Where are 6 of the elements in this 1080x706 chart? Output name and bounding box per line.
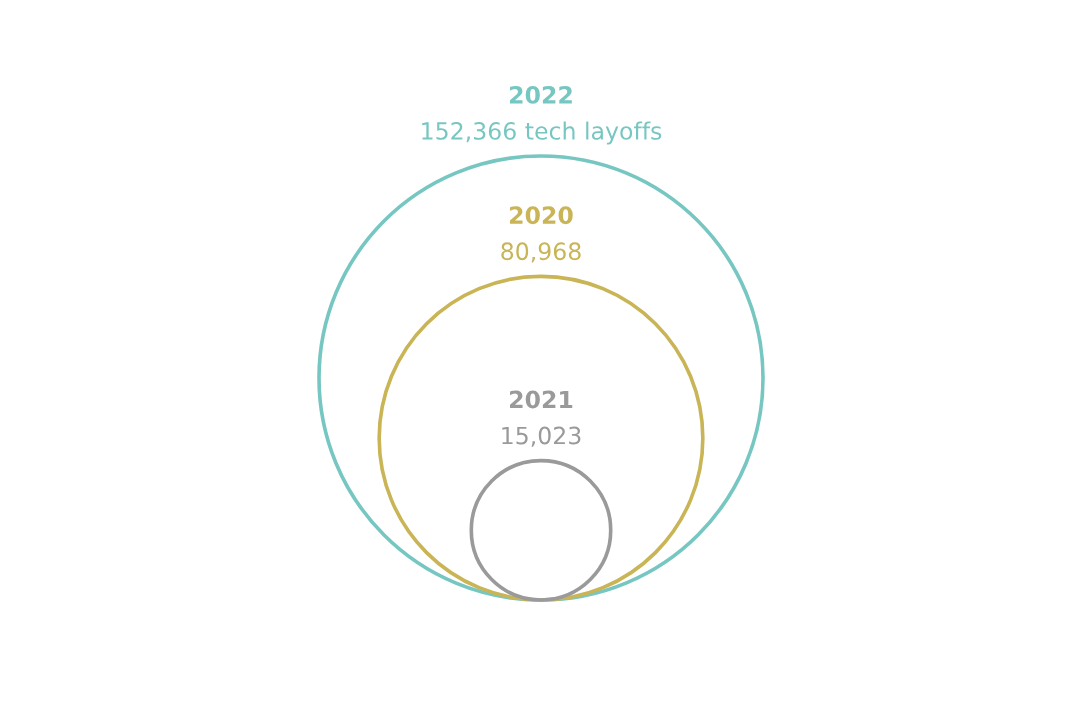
category-label: 2022 bbox=[510, 85, 572, 104]
data-label: 15,023 bbox=[502, 426, 581, 447]
category-label: 2020 bbox=[510, 206, 573, 225]
data-label: 152,366 tech layoffs bbox=[422, 121, 662, 145]
category-label: 2021 bbox=[510, 390, 573, 409]
data-label: 80,968 bbox=[501, 242, 581, 263]
